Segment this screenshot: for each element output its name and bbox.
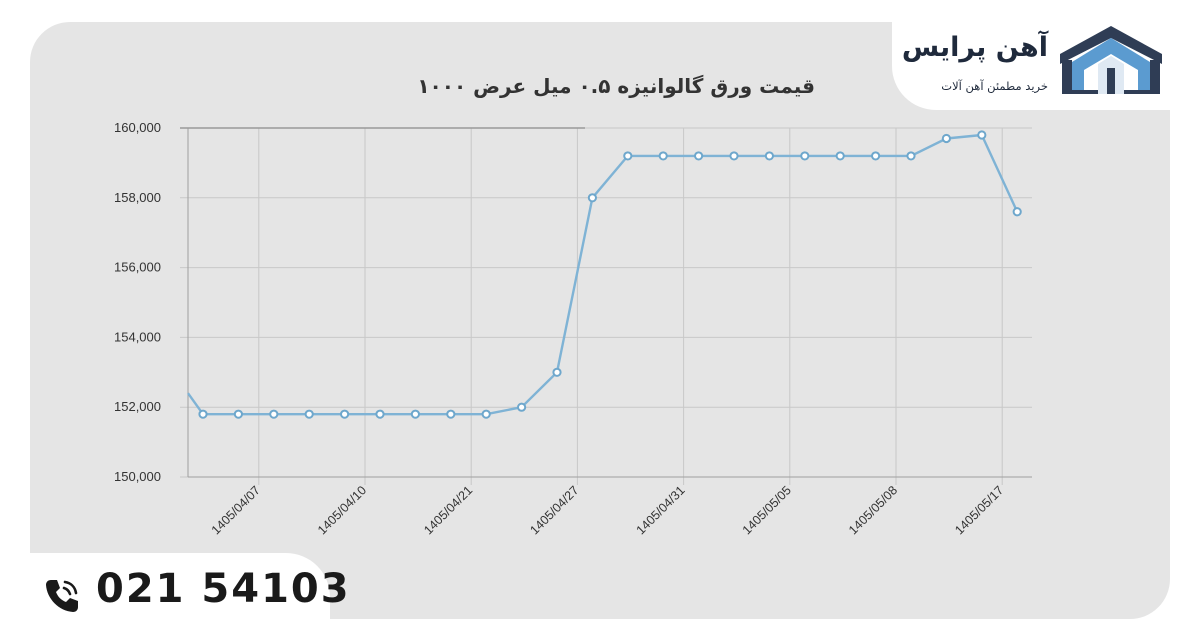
data-point — [198, 409, 208, 419]
data-point — [764, 151, 775, 161]
data-point — [446, 409, 456, 419]
x-tick-label: 1405/04/21 — [421, 483, 475, 537]
x-tick-label: 1405/04/10 — [315, 483, 369, 537]
y-tick-label: 154,000 — [114, 329, 161, 344]
x-tick-label: 1405/05/05 — [740, 483, 794, 537]
brand-name[interactable]: آهن پرایس — [901, 32, 1048, 63]
data-point — [694, 151, 704, 161]
y-tick-label: 150,000 — [114, 469, 161, 484]
chart-card — [30, 22, 1170, 619]
data-point — [304, 409, 314, 419]
data-point — [481, 409, 491, 419]
data-point — [410, 409, 420, 419]
data-point — [552, 367, 562, 377]
data-point — [800, 151, 810, 161]
data-point — [941, 133, 952, 144]
data-point — [517, 402, 527, 412]
phone-call-icon[interactable] — [42, 576, 82, 616]
data-point — [906, 151, 916, 161]
brand-tagline: خرید مطمئن آهن آلات — [941, 79, 1048, 93]
data-point — [269, 409, 279, 419]
series-layer — [187, 130, 1022, 419]
x-tick-label: 1405/04/27 — [527, 483, 581, 537]
data-point — [977, 130, 987, 140]
data-point — [658, 151, 668, 161]
data-point — [1012, 207, 1022, 217]
x-axis-ticks: 1405/04/07 1405/04/10 1405/04/21 1405/04/27… — [209, 483, 1007, 537]
y-axis-ticks: 150,000 152,000 154,000 156,000 158,000 160,0… — [114, 120, 161, 484]
data-point — [835, 151, 845, 161]
x-tick-label: 1405/05/17 — [952, 483, 1006, 537]
series-line — [187, 133, 1019, 416]
y-tick-label: 152,000 — [114, 399, 161, 414]
ahan-price-logo-icon[interactable] — [1058, 24, 1164, 96]
chart-axes — [180, 127, 1032, 478]
x-tick-label: 1405/05/08 — [846, 483, 900, 537]
data-point — [623, 151, 633, 161]
y-tick-label: 160,000 — [114, 120, 161, 135]
data-point — [587, 193, 598, 203]
data-point — [375, 409, 385, 419]
data-point — [340, 409, 350, 419]
data-point — [233, 409, 243, 419]
phone-number[interactable]: 021 54103 — [96, 566, 351, 612]
chart-title: قیمت ورق گالوانیزه ۰.۵ میل عرض ۱۰۰۰ — [417, 74, 815, 98]
x-tick-label: 1405/04/31 — [634, 483, 688, 537]
y-tick-label: 156,000 — [114, 260, 161, 275]
data-point — [729, 151, 739, 161]
data-point — [871, 151, 881, 161]
y-tick-label: 158,000 — [114, 190, 161, 205]
x-tick-label: 1405/04/07 — [209, 483, 263, 537]
